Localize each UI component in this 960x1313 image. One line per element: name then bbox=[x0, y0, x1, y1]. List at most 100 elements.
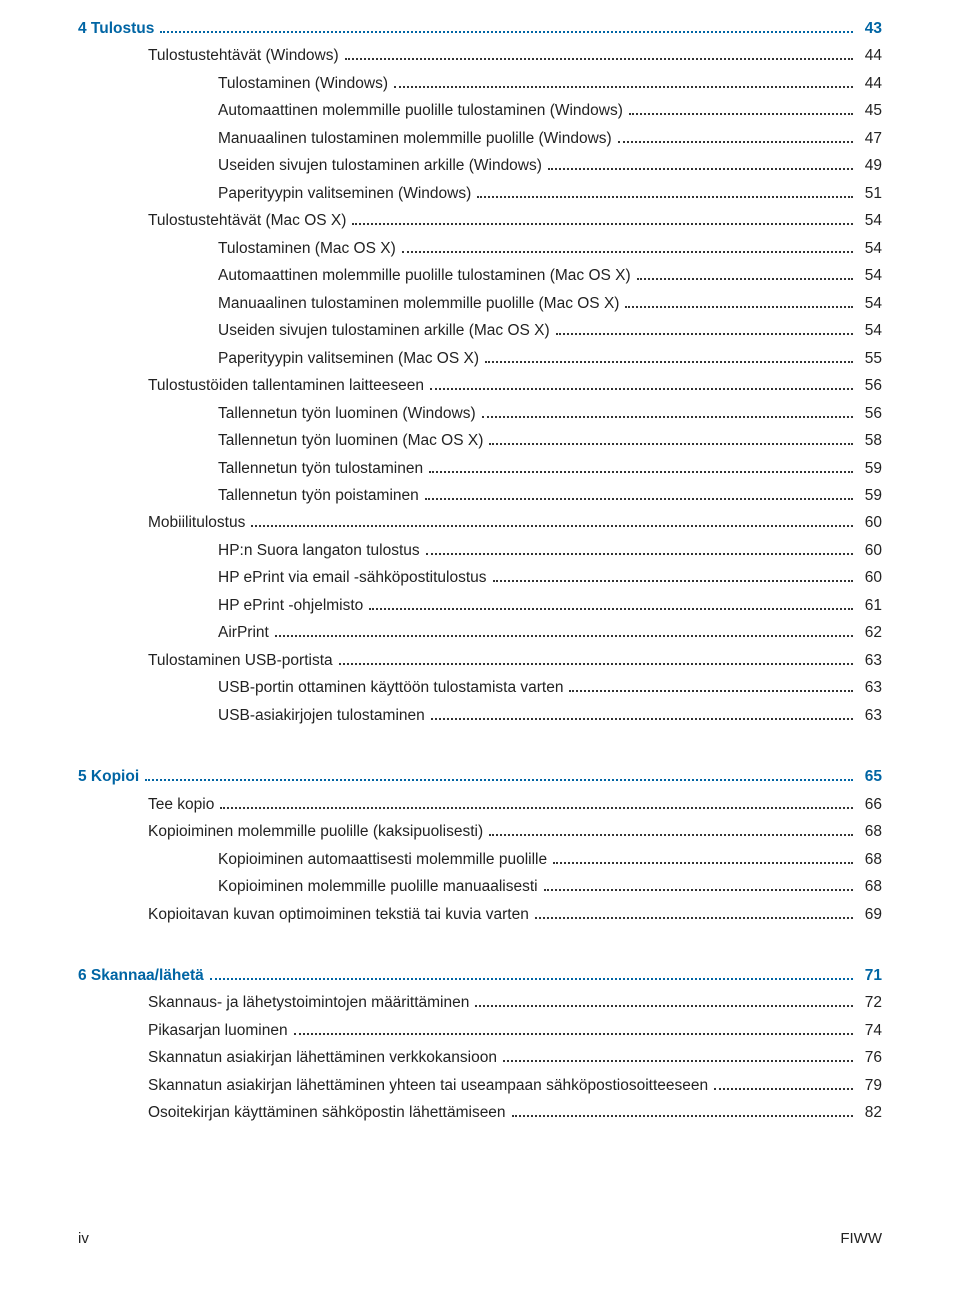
leader-dots bbox=[352, 212, 852, 225]
toc-entry[interactable]: Automaattinen molemmille puolille tulost… bbox=[78, 100, 882, 122]
toc-entry[interactable]: Automaattinen molemmille puolille tulost… bbox=[78, 265, 882, 287]
toc-chapter[interactable]: 4 Tulostus43 bbox=[78, 18, 882, 40]
toc-entry[interactable]: Kopioitavan kuvan optimoiminen tekstiä t… bbox=[78, 904, 882, 926]
toc-pagenum: 60 bbox=[857, 512, 882, 534]
toc-entry[interactable]: Tallennetun työn poistaminen 59 bbox=[78, 485, 882, 507]
toc-entry[interactable]: Manuaalinen tulostaminen molemmille puol… bbox=[78, 128, 882, 150]
toc-pagenum: 55 bbox=[857, 348, 882, 370]
toc-title: Automaattinen molemmille puolille tulost… bbox=[218, 100, 623, 122]
toc-entry[interactable]: Tallennetun työn luominen (Windows)56 bbox=[78, 403, 882, 425]
toc-title: Kopioiminen molemmille puolille (kaksipu… bbox=[148, 821, 483, 843]
toc-title: AirPrint bbox=[218, 622, 269, 644]
toc-title: Skannaus- ja lähetystoimintojen määrittä… bbox=[148, 992, 469, 1014]
toc-spacer bbox=[78, 732, 882, 766]
leader-dots bbox=[625, 295, 852, 308]
toc-entry[interactable]: Kopioiminen molemmille puolille manuaali… bbox=[78, 876, 882, 898]
toc-pagenum: 71 bbox=[857, 965, 882, 987]
leader-dots bbox=[512, 1105, 853, 1118]
toc-title: Paperityypin valitseminen (Windows) bbox=[218, 183, 471, 205]
toc-entry[interactable]: Useiden sivujen tulostaminen arkille (Wi… bbox=[78, 155, 882, 177]
leader-dots bbox=[714, 1077, 853, 1090]
toc-entry[interactable]: Manuaalinen tulostaminen molemmille puol… bbox=[78, 293, 882, 315]
toc-title: Skannatun asiakirjan lähettäminen verkko… bbox=[148, 1047, 497, 1069]
toc-entry[interactable]: HP:n Suora langaton tulostus60 bbox=[78, 540, 882, 562]
leader-dots bbox=[569, 679, 852, 692]
toc-entry[interactable]: Useiden sivujen tulostaminen arkille (Ma… bbox=[78, 320, 882, 342]
toc-entry[interactable]: HP ePrint via email -sähköpostitulostus6… bbox=[78, 567, 882, 589]
toc-title: Manuaalinen tulostaminen molemmille puol… bbox=[218, 128, 612, 150]
toc-title: Tulostaminen USB-portista bbox=[148, 650, 333, 672]
toc-entry[interactable]: Tee kopio66 bbox=[78, 794, 882, 816]
toc-title: Tulostustehtävät (Windows) bbox=[148, 45, 339, 67]
toc-pagenum: 59 bbox=[857, 485, 882, 507]
toc-entry[interactable]: Skannatun asiakirjan lähettäminen yhteen… bbox=[78, 1075, 882, 1097]
toc-title: Tallennetun työn luominen (Mac OS X) bbox=[218, 430, 483, 452]
toc-chapter[interactable]: 5 Kopioi65 bbox=[78, 766, 882, 788]
toc-title: 6 Skannaa/lähetä bbox=[78, 965, 204, 987]
toc-title: Kopioitavan kuvan optimoiminen tekstiä t… bbox=[148, 904, 529, 926]
leader-dots bbox=[485, 350, 853, 363]
toc-pagenum: 44 bbox=[857, 73, 882, 95]
toc-title: Useiden sivujen tulostaminen arkille (Wi… bbox=[218, 155, 542, 177]
leader-dots bbox=[402, 240, 853, 253]
toc-entry[interactable]: Tallennetun työn tulostaminen 59 bbox=[78, 458, 882, 480]
toc-entry[interactable]: USB-portin ottaminen käyttöön tulostamis… bbox=[78, 677, 882, 699]
toc-title: Pikasarjan luominen bbox=[148, 1020, 288, 1042]
toc-pagenum: 69 bbox=[857, 904, 882, 926]
toc-entry[interactable]: Osoitekirjan käyttäminen sähköpostin läh… bbox=[78, 1102, 882, 1124]
toc-entry[interactable]: USB-asiakirjojen tulostaminen63 bbox=[78, 705, 882, 727]
toc-entry[interactable]: AirPrint62 bbox=[78, 622, 882, 644]
toc-entry[interactable]: Tulostustehtävät (Windows)44 bbox=[78, 45, 882, 67]
toc-title: HP ePrint -ohjelmisto bbox=[218, 595, 363, 617]
toc-entry[interactable]: Skannatun asiakirjan lähettäminen verkko… bbox=[78, 1047, 882, 1069]
toc-entry[interactable]: HP ePrint -ohjelmisto61 bbox=[78, 595, 882, 617]
toc-entry[interactable]: Tulostaminen (Mac OS X)54 bbox=[78, 238, 882, 260]
leader-dots bbox=[251, 515, 852, 528]
leader-dots bbox=[430, 377, 853, 390]
toc-entry[interactable]: Tallennetun työn luominen (Mac OS X)58 bbox=[78, 430, 882, 452]
toc-page: 4 Tulostus43Tulostustehtävät (Windows)44… bbox=[0, 0, 960, 1160]
toc-entry[interactable]: Skannaus- ja lähetystoimintojen määrittä… bbox=[78, 992, 882, 1014]
toc-pagenum: 54 bbox=[857, 238, 882, 260]
footer-left: iv bbox=[78, 1230, 89, 1247]
toc-title: Tallennetun työn poistaminen bbox=[218, 485, 419, 507]
toc-entry[interactable]: Paperityypin valitseminen (Mac OS X)55 bbox=[78, 348, 882, 370]
leader-dots bbox=[489, 432, 852, 445]
leader-dots bbox=[426, 542, 853, 555]
toc-pagenum: 63 bbox=[857, 650, 882, 672]
toc-pagenum: 54 bbox=[857, 265, 882, 287]
toc-entry[interactable]: Tulostaminen (Windows) 44 bbox=[78, 73, 882, 95]
toc-entry[interactable]: Tulostustehtävät (Mac OS X)54 bbox=[78, 210, 882, 232]
leader-dots bbox=[477, 185, 852, 198]
toc-pagenum: 56 bbox=[857, 375, 882, 397]
toc-title: Tulostaminen (Windows) bbox=[218, 73, 388, 95]
toc-entry[interactable]: Pikasarjan luominen74 bbox=[78, 1020, 882, 1042]
toc-entry[interactable]: Tulostustöiden tallentaminen laitteeseen… bbox=[78, 375, 882, 397]
toc-pagenum: 59 bbox=[857, 458, 882, 480]
toc-pagenum: 82 bbox=[857, 1102, 882, 1124]
toc-title: Tulostustöiden tallentaminen laitteeseen bbox=[148, 375, 424, 397]
leader-dots bbox=[429, 460, 853, 473]
page-footer: iv FIWW bbox=[0, 1230, 960, 1277]
toc-title: Automaattinen molemmille puolille tulost… bbox=[218, 265, 631, 287]
leader-dots bbox=[345, 48, 853, 61]
toc-title: Kopioiminen automaattisesti molemmille p… bbox=[218, 849, 547, 871]
toc-title: Tallennetun työn luominen (Windows) bbox=[218, 403, 476, 425]
toc-pagenum: 54 bbox=[857, 293, 882, 315]
leader-dots bbox=[637, 267, 853, 280]
toc-entry[interactable]: Kopioiminen automaattisesti molemmille p… bbox=[78, 849, 882, 871]
toc-title: HP ePrint via email -sähköpostitulostus bbox=[218, 567, 487, 589]
toc-title: Tallennetun työn tulostaminen bbox=[218, 458, 423, 480]
leader-dots bbox=[556, 322, 853, 335]
toc-pagenum: 47 bbox=[857, 128, 882, 150]
leader-dots bbox=[145, 768, 853, 781]
toc-chapter[interactable]: 6 Skannaa/lähetä 71 bbox=[78, 965, 882, 987]
toc-entry[interactable]: Tulostaminen USB-portista 63 bbox=[78, 650, 882, 672]
toc-title: HP:n Suora langaton tulostus bbox=[218, 540, 420, 562]
toc-pagenum: 68 bbox=[857, 876, 882, 898]
toc-entry[interactable]: Mobiilitulostus60 bbox=[78, 512, 882, 534]
leader-dots bbox=[210, 967, 853, 980]
leader-dots bbox=[535, 906, 853, 919]
toc-entry[interactable]: Paperityypin valitseminen (Windows)51 bbox=[78, 183, 882, 205]
toc-entry[interactable]: Kopioiminen molemmille puolille (kaksipu… bbox=[78, 821, 882, 843]
